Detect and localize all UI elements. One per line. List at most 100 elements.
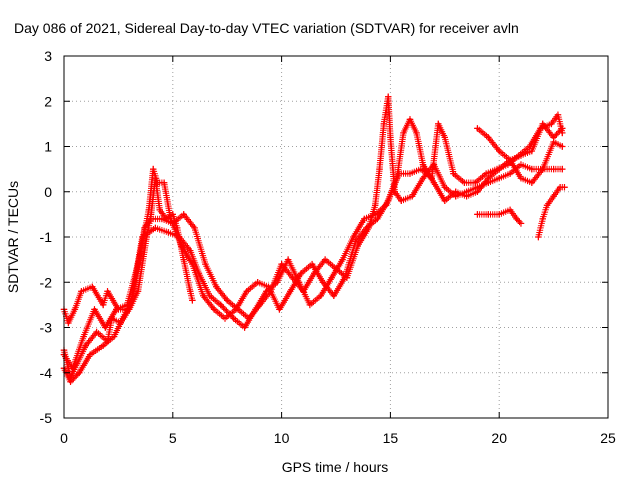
data-point (89, 283, 96, 290)
data-point (561, 184, 568, 191)
chart-title: Day 086 of 2021, Sidereal Day-to-day VTE… (14, 20, 519, 36)
data-point (145, 206, 153, 214)
data-point (265, 283, 272, 290)
data-point (430, 179, 438, 186)
data-point (452, 188, 459, 195)
data-point (406, 170, 414, 177)
data-series (60, 93, 568, 385)
data-point (189, 297, 196, 304)
data-point (474, 188, 481, 195)
data-point (513, 215, 520, 223)
data-point (535, 233, 542, 241)
data-point (441, 197, 448, 204)
data-point (398, 197, 405, 204)
data-point (297, 270, 305, 277)
data-point (241, 324, 248, 331)
series-track-6 (474, 206, 525, 227)
data-point (224, 297, 231, 304)
data-point (463, 193, 470, 200)
data-point (99, 342, 107, 349)
data-point (517, 220, 525, 227)
data-point (554, 111, 562, 119)
data-point (330, 292, 338, 300)
data-point (408, 193, 416, 200)
data-point (496, 211, 503, 218)
data-point (517, 161, 525, 168)
data-point (232, 306, 240, 313)
data-point (496, 147, 503, 155)
data-point (385, 197, 392, 204)
data-point (559, 129, 566, 137)
y-tick-label: -4 (40, 365, 53, 381)
data-point (189, 260, 196, 268)
data-point (419, 161, 427, 168)
data-point (76, 369, 83, 376)
data-point (341, 274, 348, 281)
data-point (165, 229, 172, 236)
data-point (472, 179, 479, 186)
y-tick-label: -5 (40, 410, 53, 426)
data-point (474, 125, 481, 132)
data-point (380, 120, 388, 128)
data-point (548, 120, 555, 128)
data-point (154, 179, 161, 186)
y-axis-label: SDTVAR / TECUs (5, 181, 21, 293)
data-point (350, 233, 357, 241)
data-point (178, 242, 185, 250)
x-tick-label: 15 (383, 430, 399, 446)
data-point (213, 283, 220, 290)
data-point (461, 179, 468, 186)
data-point (110, 333, 118, 340)
data-point (287, 288, 294, 295)
data-point (230, 315, 237, 322)
data-point (450, 170, 457, 177)
data-point (276, 306, 283, 313)
data-point (339, 256, 346, 263)
data-point (528, 179, 536, 186)
data-point (102, 324, 109, 331)
data-point (435, 120, 442, 128)
data-point (180, 256, 187, 263)
y-tick-label: 3 (44, 48, 52, 64)
data-point (134, 260, 142, 268)
data-point (374, 215, 381, 223)
x-tick-label: 20 (491, 430, 507, 446)
data-point (395, 170, 403, 177)
data-point (559, 143, 566, 150)
y-tick-label: 2 (44, 93, 52, 109)
data-point (493, 165, 501, 173)
data-point (485, 211, 492, 218)
x-tick-label: 25 (600, 430, 616, 446)
data-point (78, 288, 85, 295)
x-axis-label: GPS time / hours (282, 459, 389, 475)
data-point (417, 165, 425, 173)
data-point (419, 174, 427, 182)
data-point (65, 319, 72, 327)
data-point (550, 165, 557, 173)
data-point (317, 292, 324, 300)
data-point (252, 306, 259, 313)
data-point (474, 211, 481, 218)
data-point (80, 333, 87, 340)
data-point (539, 165, 546, 173)
series-track-7 (535, 184, 568, 241)
data-point (210, 306, 218, 313)
axis-ticks: 0 5 10 15 20 25 -5 -4 -3 -2 -1 0 1 2 3 (40, 48, 616, 446)
data-point (200, 292, 207, 300)
data-point (559, 165, 566, 173)
data-point (319, 279, 327, 286)
data-point (528, 147, 536, 155)
data-point (371, 211, 379, 218)
data-point (506, 206, 514, 214)
data-point (328, 274, 335, 281)
data-point (284, 256, 292, 263)
data-point (352, 238, 359, 245)
x-tick-label: 10 (274, 430, 290, 446)
data-point (69, 365, 76, 372)
y-tick-label: 1 (44, 139, 52, 155)
data-point (385, 93, 392, 100)
data-point (482, 170, 490, 177)
data-point (71, 306, 79, 313)
data-point (485, 134, 492, 141)
data-point (156, 206, 163, 214)
